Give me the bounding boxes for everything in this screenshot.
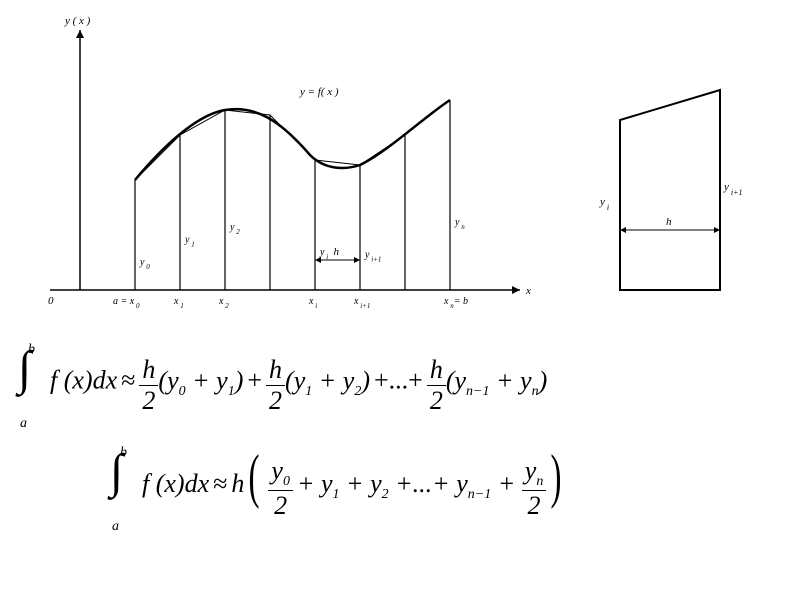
curve-label: y = f( x ) xyxy=(299,86,339,98)
right-paren-icon: ) xyxy=(551,454,562,499)
svg-text:x i+1: x i+1 xyxy=(353,296,370,310)
h-over-2-a: h 2 xyxy=(139,355,158,416)
svg-text:x i: x i xyxy=(308,296,317,310)
svg-text:h: h xyxy=(666,216,672,228)
integrand: f (x)dx xyxy=(50,366,117,395)
termN: (yn−1 + yn) xyxy=(446,366,547,395)
svg-text:x 1: x 1 xyxy=(173,296,184,310)
dots: +...+ xyxy=(374,366,423,395)
function-curve xyxy=(135,100,450,180)
svg-text:y n: y n xyxy=(454,217,465,231)
formula-area: b ∫ a f (x)dx ≈ h 2 (y0 + y1) + h 2 (y1 … xyxy=(0,350,800,590)
x-axis-label: x xyxy=(525,285,531,297)
svg-text:y i+1: y i+1 xyxy=(364,250,381,264)
svg-text:y 0: y 0 xyxy=(139,257,150,271)
mid-terms: + y1 + y2 +...+ yn−1 + xyxy=(297,469,522,498)
origin-label: 0 xyxy=(48,295,54,307)
y-axis-arrow xyxy=(76,30,84,38)
formula-1: b ∫ a f (x)dx ≈ h 2 (y0 + y1) + h 2 (y1 … xyxy=(18,350,788,420)
svg-text:h: h xyxy=(334,246,340,258)
left-paren-icon: ( xyxy=(249,454,260,499)
svg-text:x n= b: x n= b xyxy=(443,296,468,310)
diagram-area: y ( x ) x 0 y = f( x ) a = x 0 y 0 x 1 y 1 x… xyxy=(0,0,800,350)
svg-text:y i+1: y i+1 xyxy=(723,181,743,197)
approx-sign: ≈ xyxy=(121,366,135,395)
trapezoid-chords xyxy=(135,100,450,180)
upper-bound-2: b xyxy=(120,445,127,461)
y0-over-2: y0 2 xyxy=(268,456,293,521)
lower-bound-2: a xyxy=(112,519,119,535)
h-over-2-c: h 2 xyxy=(427,355,446,416)
term2: (y1 + y2) xyxy=(285,366,370,395)
single-trapezoid: y i y i+1 h xyxy=(599,90,743,290)
approx-sign-2: ≈ xyxy=(213,469,227,498)
y-axis-label: y ( x ) xyxy=(64,15,91,27)
term1: (y0 + y1) xyxy=(158,366,243,395)
diagrams-svg: y ( x ) x 0 y = f( x ) a = x 0 y 0 x 1 y 1 x… xyxy=(0,0,800,350)
svg-text:y 1: y 1 xyxy=(184,235,195,249)
yn-over-2: yn 2 xyxy=(522,456,547,521)
x-axis-arrow xyxy=(512,286,520,294)
h-over-2-b: h 2 xyxy=(266,355,285,416)
upper-bound: b xyxy=(28,342,35,358)
formula-2: b ∫ a f (x)dx ≈ h( y0 2 + y1 + y2 +...+ … xyxy=(110,450,790,523)
integrand-2: f (x)dx xyxy=(142,469,209,498)
svg-text:y i: y i xyxy=(599,196,609,212)
svg-text:a = x 0: a = x 0 xyxy=(113,296,140,310)
lower-bound: a xyxy=(20,416,27,432)
svg-text:x 2: x 2 xyxy=(218,296,229,310)
ordinates: a = x 0y 0x 1y 1x 2y 2x iy ix i+1y i+1x … xyxy=(113,100,468,310)
main-chart: y ( x ) x 0 y = f( x ) a = x 0 y 0 x 1 y 1 x… xyxy=(48,15,531,310)
svg-text:y 2: y 2 xyxy=(229,222,240,236)
